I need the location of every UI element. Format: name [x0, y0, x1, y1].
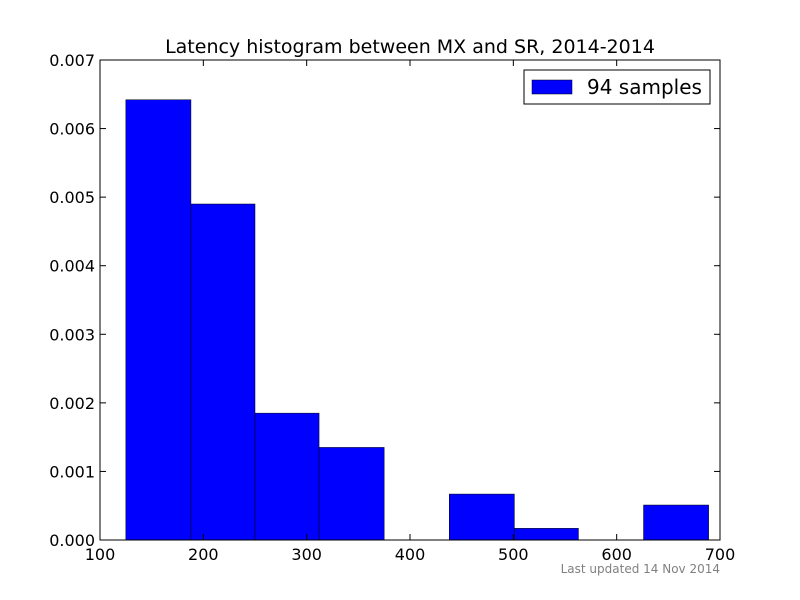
x-tick-label: 400 — [395, 545, 426, 564]
ticks-group: 100 200 300 400 500 600 700 0.000 0.001 0.002 0.00… — [49, 51, 735, 564]
x-tick-label: 300 — [291, 545, 322, 564]
histogram-bar — [125, 99, 192, 541]
bars-group — [125, 99, 709, 541]
histogram-bar — [449, 493, 515, 541]
y-tick-label: 0.005 — [49, 188, 95, 207]
histogram-bar — [190, 203, 256, 541]
x-tick-label: 600 — [601, 545, 632, 564]
y-tick-label: 0.000 — [49, 531, 95, 550]
legend-label: 94 samples — [587, 75, 702, 99]
x-tick-label: 500 — [498, 545, 529, 564]
x-tick-label: 100 — [85, 545, 116, 564]
histogram-bar — [318, 447, 385, 541]
histogram-bar — [254, 412, 320, 541]
x-tick-label: 700 — [705, 545, 736, 564]
y-tick-label: 0.001 — [49, 462, 95, 481]
last-updated-note: Last updated 14 Nov 2014 — [560, 562, 720, 576]
y-tick-label: 0.004 — [49, 257, 95, 276]
legend: 94 samples — [523, 69, 711, 105]
histogram-bar — [514, 528, 579, 541]
y-tick-label: 0.003 — [49, 325, 95, 344]
y-tick-label: 0.007 — [49, 51, 95, 70]
y-tick-label: 0.006 — [49, 120, 95, 139]
chart-title: Latency histogram between MX and SR, 201… — [165, 36, 655, 58]
legend-swatch — [531, 79, 573, 95]
y-tick-label: 0.002 — [49, 394, 95, 413]
x-tick-label: 200 — [188, 545, 219, 564]
histogram-bar — [643, 504, 709, 541]
